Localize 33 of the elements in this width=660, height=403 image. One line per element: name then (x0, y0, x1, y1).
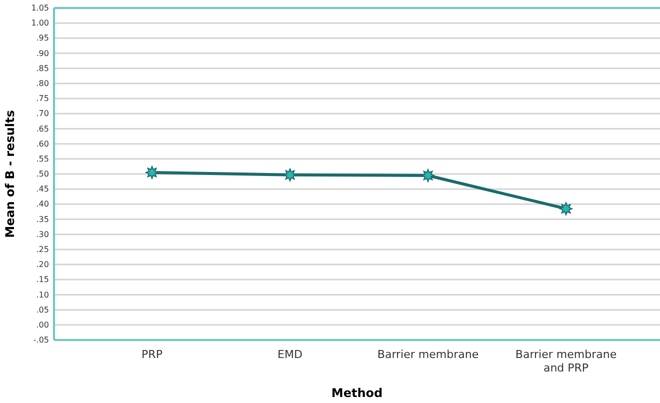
y-tick-label: .70 (36, 109, 49, 118)
y-tick-label: -.05 (33, 336, 49, 345)
y-tick-label: .30 (36, 230, 49, 239)
y-tick-label: .40 (36, 200, 49, 209)
y-tick-label: .20 (36, 260, 49, 270)
y-tick-label: .50 (36, 170, 49, 179)
y-tick-label: .65 (36, 124, 49, 134)
y-tick-label: .35 (36, 214, 49, 224)
y-tick-label: .90 (36, 48, 49, 58)
y-tick-label: .10 (36, 290, 49, 300)
y-axis-title: Mean of B - results (3, 110, 17, 238)
y-tick-label: .95 (36, 34, 49, 43)
y-tick-label: .60 (36, 139, 49, 148)
x-tick-label: EMD (278, 348, 302, 361)
y-tick-label: .15 (36, 275, 49, 284)
point (422, 169, 434, 182)
y-tick-label: .75 (36, 94, 49, 104)
x-tick-label: Barrier membrane (377, 348, 479, 361)
y-tick-label: .85 (36, 64, 49, 73)
x-axis-title: Method (331, 386, 383, 400)
y-tick-label: .55 (36, 154, 49, 164)
y-tick-label: .45 (36, 184, 49, 194)
y-tick-label: 1.00 (31, 18, 49, 28)
y-tick-label: 1.05 (31, 4, 49, 13)
y-tick-label: .00 (36, 320, 49, 330)
point (560, 202, 572, 216)
x-tick-label: Barrier membrane and PRP (515, 348, 617, 374)
point (284, 168, 296, 182)
y-tick-label: .05 (36, 305, 49, 314)
y-tick-label: .80 (36, 79, 49, 88)
x-tick-label: PRP (142, 348, 163, 361)
point (146, 166, 158, 179)
y-tick-label: .25 (36, 245, 49, 254)
